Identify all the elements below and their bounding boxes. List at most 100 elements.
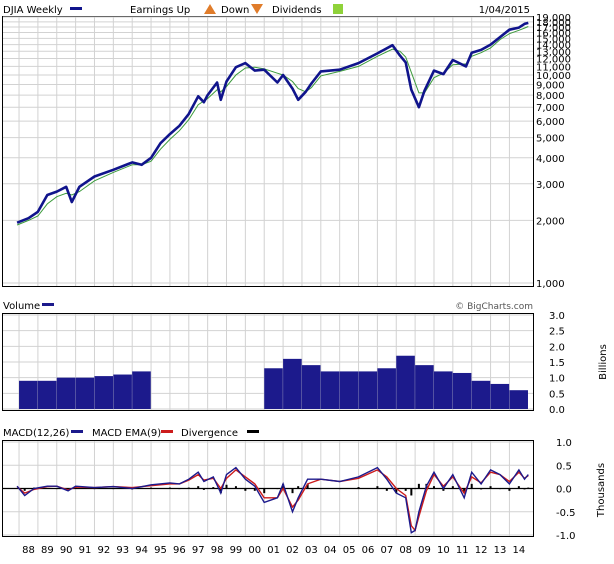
macd-tick-label: 1.0 [556, 438, 572, 449]
labels-layer: 88 89 90 91 92 93 94 95 96 97 98 99 00 01 02 03 04 05 06 07… [22, 13, 575, 556]
volume-bar [113, 374, 132, 409]
divergence-bar [385, 488, 388, 491]
x-tick-label: 03 [305, 545, 318, 556]
macd-unit-label: Thousands [596, 463, 607, 518]
volume-bar [433, 371, 453, 409]
macd-tick-label: -0.5 [556, 508, 576, 519]
price-legend-swatch [70, 7, 82, 10]
divergence-bar [234, 486, 237, 489]
price-tick-label: 16,000 [536, 29, 571, 40]
divergence-bar [282, 483, 285, 489]
macd-legend-swatch [71, 430, 83, 433]
divergence-bar [244, 488, 247, 491]
divergence-bar [527, 487, 530, 489]
price-tick-label: 14,000 [536, 41, 571, 52]
divergence-bar [451, 486, 454, 489]
volume-bar [396, 355, 415, 409]
moving-average-line [16, 26, 529, 226]
macd-tick-label: -1.0 [556, 531, 576, 542]
volume-bar [301, 365, 321, 409]
volume-bar [415, 365, 434, 409]
earnings-down-label: Down [221, 5, 249, 16]
dividend-square-icon [333, 4, 343, 14]
volume-unit-label: Billions [598, 344, 609, 380]
divergence-bar [508, 488, 511, 491]
divergence-bar [319, 488, 322, 490]
divergence-bar [74, 487, 77, 489]
volume-tick-label: 0.5 [549, 389, 565, 400]
x-tick-label: 06 [362, 545, 375, 556]
volume-bar [37, 380, 57, 409]
x-tick-label: 00 [248, 545, 261, 556]
divergence-bar [225, 484, 228, 489]
divergence-bar [253, 488, 256, 491]
divergence-bar [297, 486, 300, 489]
divergence-bar [112, 488, 115, 490]
copyright-text: © BigCharts.com [455, 302, 533, 312]
volume-tick-label: 0.0 [549, 405, 565, 416]
price-panel-frame [2, 16, 534, 287]
volume-bar [377, 368, 396, 409]
price-tick-label: 15,000 [536, 34, 571, 45]
divergence-bar [417, 483, 420, 489]
x-tick-label: 10 [437, 545, 450, 556]
price-tick-label: 5,000 [536, 134, 565, 145]
x-tick-label: 89 [41, 545, 54, 556]
divergence-bar [357, 487, 360, 489]
x-tick-label: 05 [343, 545, 356, 556]
price-tick-label: 9,000 [536, 81, 565, 92]
price-tick-label: 11,000 [536, 62, 571, 73]
price-tick-label: 13,000 [536, 47, 571, 58]
divergence-bar [306, 483, 309, 489]
volume-tick-label: 3.0 [549, 311, 565, 322]
x-tick-label: 95 [154, 545, 167, 556]
divergence-bar [414, 488, 417, 490]
volume-tick-label: 2.0 [549, 342, 565, 353]
x-tick-label: 12 [475, 545, 488, 556]
volume-bar [320, 371, 340, 409]
volume-bar [471, 380, 491, 409]
divergence-bar [212, 487, 215, 489]
divergence-bar [93, 488, 96, 490]
divergence-bar [168, 487, 171, 489]
divergence-bar [463, 488, 466, 494]
x-tick-label: 09 [418, 545, 431, 556]
volume-title: Volume [3, 301, 40, 312]
macd-ema-label: MACD EMA(9) [92, 428, 161, 439]
macd-tick-label: 0.5 [556, 461, 572, 472]
divergence-bar [376, 486, 379, 489]
x-tick-label: 93 [116, 545, 129, 556]
divergence-label: Divergence [181, 428, 238, 439]
divergence-bar [470, 483, 473, 489]
x-tick-label: 92 [98, 545, 111, 556]
divergence-bar [410, 488, 413, 496]
dividends-label: Dividends [272, 5, 322, 16]
price-line [16, 21, 529, 224]
divergence-bar [263, 488, 266, 494]
x-tick-label: 01 [267, 545, 280, 556]
price-tick-label: 3,000 [536, 180, 565, 191]
volume-bar [452, 372, 472, 409]
volume-bar [56, 377, 76, 409]
divergence-bar [291, 488, 294, 494]
x-tick-label: 14 [512, 545, 525, 556]
volume-legend-swatch [42, 303, 54, 306]
x-tick-label: 08 [399, 545, 412, 556]
earnings-up-label: Earnings Up [130, 5, 190, 16]
price-tick-label: 17,000 [536, 23, 571, 34]
price-tick-label: 2,000 [536, 216, 565, 227]
price-tick-label: 19,000 [536, 13, 571, 24]
x-tick-label: 11 [456, 545, 469, 556]
divergence-bar [498, 488, 501, 490]
divergence-bar [276, 488, 279, 490]
volume-bar [283, 358, 302, 409]
x-tick-label: 04 [324, 545, 337, 556]
grid-layer [3, 16, 533, 536]
divergence-bar [489, 486, 492, 489]
marks-layer [3, 21, 533, 534]
down-triangle-icon [251, 4, 263, 14]
volume-bar [132, 371, 151, 409]
divergence-bar [197, 486, 200, 489]
price-tick-label: 4,000 [536, 154, 565, 165]
divergence-bar [338, 488, 341, 490]
